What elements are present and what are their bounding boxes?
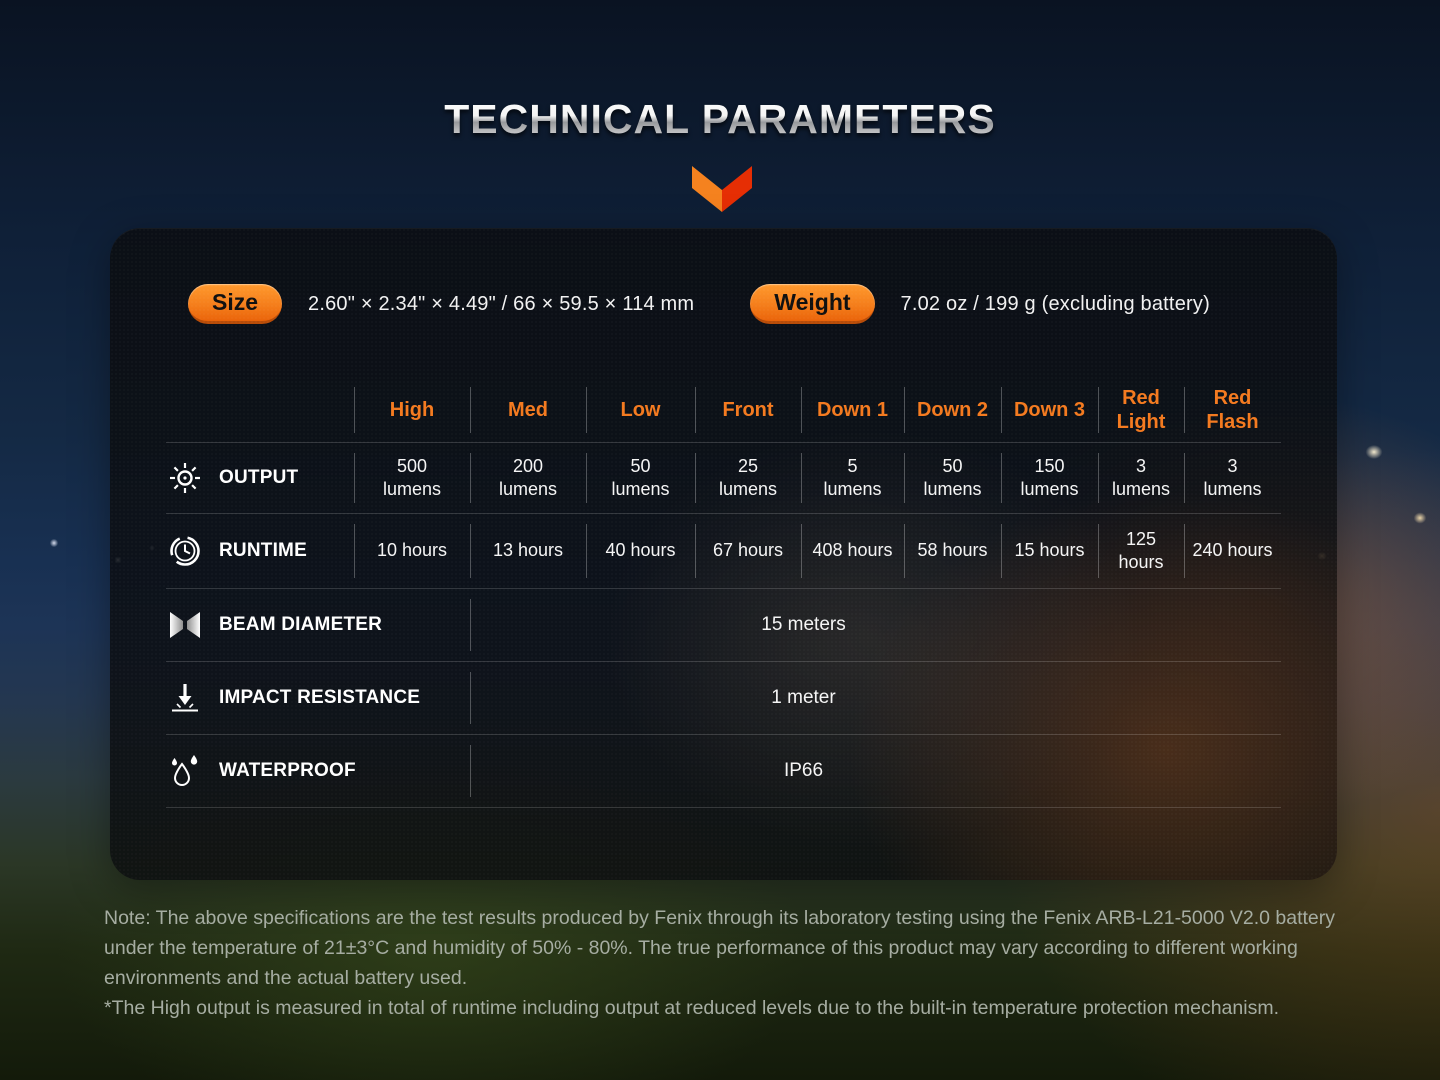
size-value: 2.60" × 2.34" × 4.49" / 66 × 59.5 × 114 … bbox=[308, 292, 695, 315]
output-label: OUTPUT bbox=[219, 467, 299, 488]
size-badge: Size bbox=[188, 284, 283, 324]
output-low: 50 lumens bbox=[586, 443, 695, 513]
impact-resistance-row: IMPACT RESISTANCE 1 meter bbox=[166, 662, 1281, 735]
runtime-low: 40 hours bbox=[586, 514, 695, 588]
runtime-red-flash: 240 hours bbox=[1184, 514, 1281, 588]
impact-resistance-label: IMPACT RESISTANCE bbox=[219, 687, 421, 708]
brightness-icon bbox=[166, 461, 204, 495]
output-down2: 50 lumens bbox=[904, 443, 1001, 513]
size-group: Size 2.60" × 2.34" × 4.49" / 66 × 59.5 ×… bbox=[188, 284, 694, 324]
output-red-flash: 3 lumens bbox=[1184, 443, 1281, 513]
beam-diameter-value: 15 meters bbox=[470, 589, 1281, 661]
mode-header-down1: Down 1 bbox=[801, 378, 904, 442]
output-red-light: 3 lumens bbox=[1098, 443, 1184, 513]
size-weight-row: Size 2.60" × 2.34" × 4.49" / 66 × 59.5 ×… bbox=[188, 284, 1210, 324]
runtime-row: RUNTIME 10 hours 13 hours 40 hours 67 ho… bbox=[166, 514, 1281, 589]
beam-diameter-row: BEAM DIAMETER 15 meters bbox=[166, 589, 1281, 662]
impact-resistance-icon bbox=[166, 682, 204, 714]
beam-diameter-label-cell: BEAM DIAMETER bbox=[166, 589, 470, 661]
waterproof-row: WATERPROOF IP66 bbox=[166, 735, 1281, 808]
table-corner-cell bbox=[166, 378, 354, 442]
runtime-label: RUNTIME bbox=[219, 540, 307, 561]
output-label-cell: OUTPUT bbox=[166, 443, 354, 513]
runtime-front: 67 hours bbox=[695, 514, 801, 588]
spec-card: Size 2.60" × 2.34" × 4.49" / 66 × 59.5 ×… bbox=[110, 228, 1337, 880]
runtime-down1: 408 hours bbox=[801, 514, 904, 588]
output-down1: 5 lumens bbox=[801, 443, 904, 513]
output-med: 200 lumens bbox=[470, 443, 586, 513]
mode-header-down2: Down 2 bbox=[904, 378, 1001, 442]
impact-resistance-value: 1 meter bbox=[470, 662, 1281, 734]
mode-header-med: Med bbox=[470, 378, 586, 442]
runtime-red-light: 125 hours bbox=[1098, 514, 1184, 588]
beam-diameter-label: BEAM DIAMETER bbox=[219, 614, 383, 635]
output-down3: 150 lumens bbox=[1001, 443, 1098, 513]
waterproof-label: WATERPROOF bbox=[219, 760, 356, 781]
runtime-med: 13 hours bbox=[470, 514, 586, 588]
output-front: 25 lumens bbox=[695, 443, 801, 513]
footnote-asterisk: *The High output is measured in total of… bbox=[104, 997, 1279, 1019]
runtime-icon bbox=[166, 534, 204, 568]
mode-header-red-light: Red Light bbox=[1098, 378, 1184, 442]
runtime-label-cell: RUNTIME bbox=[166, 514, 354, 588]
mode-header-front: Front bbox=[695, 378, 801, 442]
mode-header-high: High bbox=[354, 378, 470, 442]
waterproof-icon bbox=[166, 754, 204, 788]
weight-value: 7.02 oz / 199 g (excluding battery) bbox=[900, 292, 1210, 315]
runtime-high: 10 hours bbox=[354, 514, 470, 588]
mode-header-down3: Down 3 bbox=[1001, 378, 1098, 442]
output-row: OUTPUT 500 lumens 200 lumens 50 lumens 2… bbox=[166, 443, 1281, 514]
chevron-down-icon bbox=[692, 166, 752, 212]
beam-diameter-icon bbox=[166, 611, 204, 639]
waterproof-value: IP66 bbox=[470, 735, 1281, 807]
spec-table: High Med Low Front Down 1 Down 2 Down 3 … bbox=[166, 378, 1281, 808]
runtime-down3: 15 hours bbox=[1001, 514, 1098, 588]
impact-resistance-label-cell: IMPACT RESISTANCE bbox=[166, 662, 470, 734]
page-title: TECHNICAL PARAMETERS bbox=[0, 96, 1440, 143]
mode-header-row: High Med Low Front Down 1 Down 2 Down 3 … bbox=[166, 378, 1281, 443]
mode-header-red-flash: Red Flash bbox=[1184, 378, 1281, 442]
footnote-paragraph: Note: The above specifications are the t… bbox=[104, 907, 1336, 989]
runtime-down2: 58 hours bbox=[904, 514, 1001, 588]
waterproof-label-cell: WATERPROOF bbox=[166, 735, 470, 807]
footnote: Note: The above specifications are the t… bbox=[104, 903, 1378, 1023]
weight-group: Weight 7.02 oz / 199 g (excluding batter… bbox=[750, 284, 1210, 324]
output-high: 500 lumens bbox=[354, 443, 470, 513]
mode-header-low: Low bbox=[586, 378, 695, 442]
weight-badge: Weight bbox=[750, 284, 875, 324]
